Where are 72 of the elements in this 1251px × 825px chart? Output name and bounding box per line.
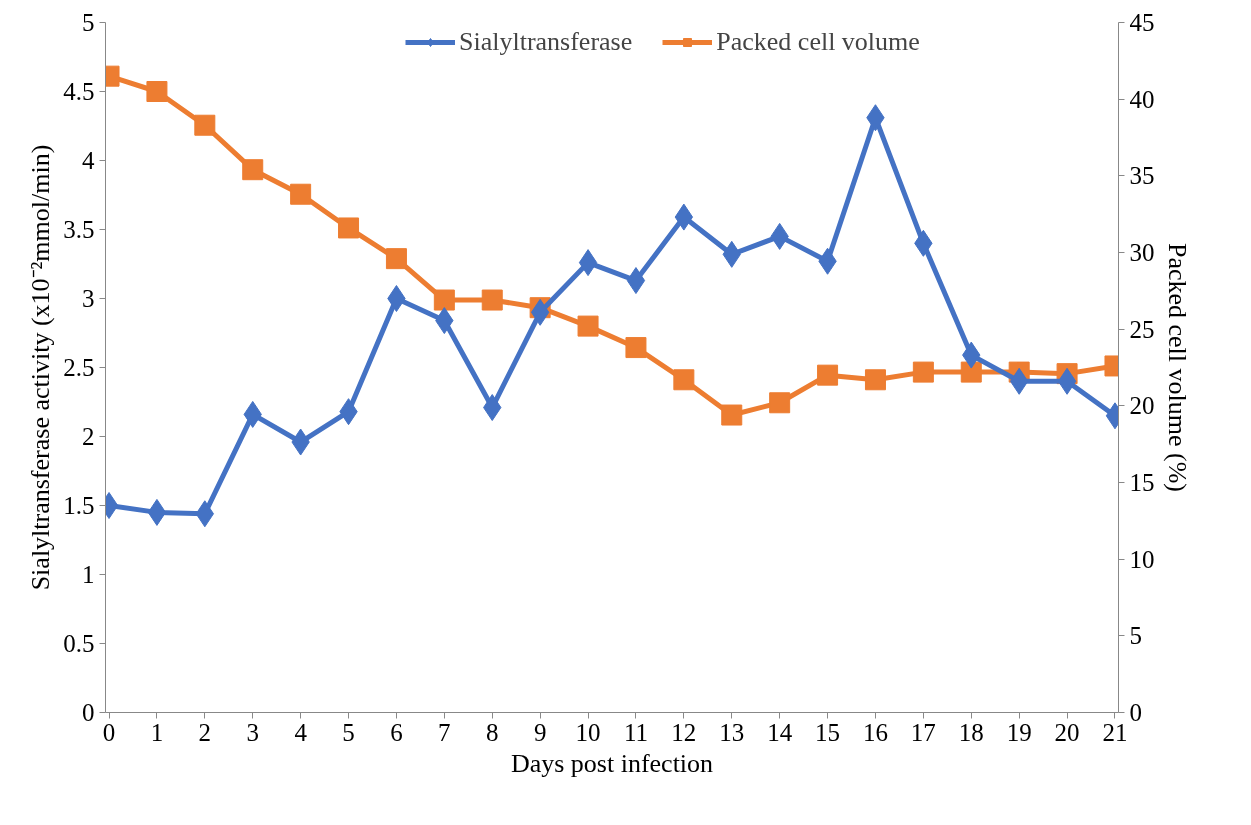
y-tick-label: 2 bbox=[82, 423, 95, 450]
y2-tick-label: 5 bbox=[1129, 622, 1142, 650]
point bbox=[146, 81, 168, 102]
x-tick-label: 21 bbox=[1102, 718, 1128, 746]
point bbox=[912, 361, 934, 383]
point bbox=[578, 249, 598, 277]
point bbox=[385, 248, 407, 270]
y-tick-label: 3.5 bbox=[63, 216, 95, 243]
y-tick-label: 0.5 bbox=[63, 630, 95, 657]
point bbox=[1057, 367, 1077, 395]
x-tick-label: 8 bbox=[485, 718, 499, 746]
y-tick-label: 1.5 bbox=[63, 492, 95, 519]
point bbox=[387, 285, 406, 312]
y2-tick-label: 40 bbox=[1129, 85, 1155, 113]
point bbox=[626, 267, 646, 295]
x-tick-label: 15 bbox=[815, 718, 841, 746]
y-tick-label: 5 bbox=[82, 9, 95, 36]
x-tick-label: 17 bbox=[910, 718, 936, 746]
y-tick-label: 2.5 bbox=[63, 354, 95, 381]
point bbox=[673, 369, 695, 391]
point bbox=[674, 203, 694, 231]
point bbox=[433, 289, 455, 311]
point bbox=[338, 217, 360, 239]
y2-axis-title: Packed cell volume (%) bbox=[1162, 242, 1192, 493]
point bbox=[577, 315, 599, 337]
x-tick-label: 10 bbox=[575, 718, 601, 746]
point bbox=[817, 364, 839, 386]
point bbox=[864, 369, 886, 391]
point bbox=[960, 361, 982, 383]
point bbox=[481, 289, 503, 311]
y-tick-label: 3 bbox=[82, 285, 95, 312]
y2-tick-label: 25 bbox=[1129, 315, 1155, 343]
point bbox=[194, 114, 216, 136]
x-tick-label: 9 bbox=[533, 718, 547, 746]
x-tick-label: 7 bbox=[438, 718, 451, 746]
y-axis-title: Sialyltransferase activity (x10⁻²mmol/min) bbox=[26, 144, 56, 591]
x-tick-label: 3 bbox=[246, 718, 259, 746]
point bbox=[290, 183, 312, 205]
point bbox=[721, 404, 743, 426]
x-tick-label: 6 bbox=[390, 718, 403, 746]
y2-tick-label: 0 bbox=[1129, 699, 1142, 726]
legend-label: Packed cell volume bbox=[716, 27, 920, 57]
x-tick-label: 18 bbox=[958, 718, 984, 746]
y2-tick-label: 15 bbox=[1129, 469, 1155, 496]
y2-tick-label: 10 bbox=[1129, 545, 1155, 573]
point bbox=[147, 498, 167, 526]
x-tick-label: 20 bbox=[1054, 718, 1080, 746]
x-tick-label: 0 bbox=[102, 718, 116, 746]
x-tick-label: 1 bbox=[150, 718, 164, 746]
x-tick-label: 16 bbox=[862, 718, 888, 746]
y2-tick-label: 30 bbox=[1129, 239, 1155, 266]
y2-tick-label: 20 bbox=[1129, 392, 1155, 420]
x-axis-title: Days post infection bbox=[510, 748, 714, 778]
x-tick-label: 11 bbox=[623, 718, 648, 746]
y2-tick-label: 35 bbox=[1129, 162, 1155, 190]
y-tick-label: 0 bbox=[82, 699, 95, 726]
x-tick-label: 19 bbox=[1006, 718, 1032, 746]
y-tick-label: 4.5 bbox=[63, 78, 95, 105]
x-tick-label: 14 bbox=[767, 718, 793, 746]
point bbox=[530, 298, 550, 326]
y2-tick-label: 45 bbox=[1129, 9, 1155, 36]
x-tick-label: 5 bbox=[342, 718, 355, 746]
point bbox=[625, 337, 647, 359]
point bbox=[769, 392, 791, 414]
y-tick-label: 4 bbox=[82, 147, 95, 174]
point bbox=[242, 159, 264, 181]
x-tick-label: 4 bbox=[294, 718, 308, 746]
x-tick-label: 12 bbox=[671, 718, 697, 746]
y-tick-label: 1 bbox=[82, 561, 95, 588]
x-tick-label: 2 bbox=[198, 718, 212, 746]
x-tick-label: 13 bbox=[719, 718, 745, 746]
legend-label: Sialyltransferase bbox=[459, 27, 633, 57]
